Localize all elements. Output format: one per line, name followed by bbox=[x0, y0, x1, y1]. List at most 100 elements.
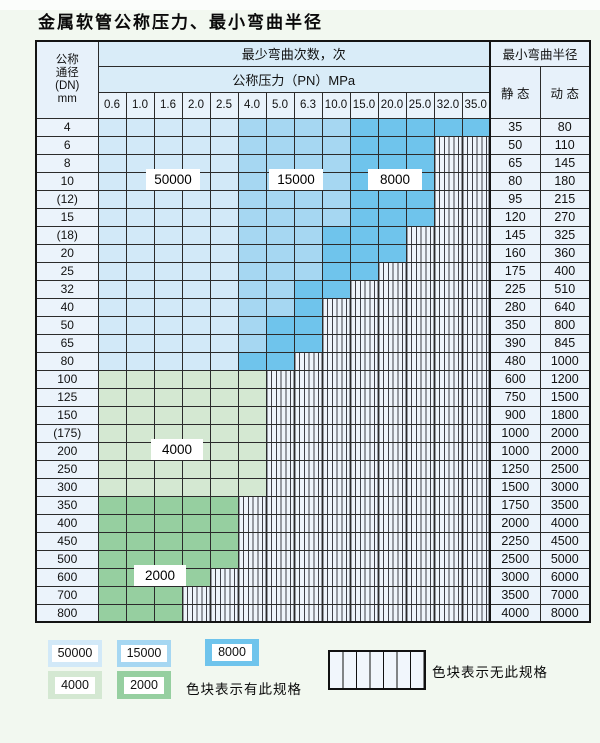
static-radius-cell: 390 bbox=[489, 333, 541, 353]
spec-cell bbox=[209, 441, 239, 461]
no-spec-cell bbox=[293, 441, 323, 461]
table-row: 200 1000 2000 bbox=[35, 441, 591, 461]
spec-cell bbox=[181, 297, 211, 317]
spec-cell bbox=[209, 279, 239, 299]
static-radius-cell: 1000 bbox=[489, 423, 541, 443]
no-spec-cell bbox=[377, 351, 407, 371]
pressure-column-header: 2.0 bbox=[181, 91, 211, 119]
no-spec-cell bbox=[349, 513, 379, 533]
spec-cell bbox=[237, 171, 267, 191]
spec-cell bbox=[209, 459, 239, 479]
spec-cell bbox=[97, 243, 127, 263]
table-row: 500 2500 5000 bbox=[35, 549, 591, 569]
table-row: 100 600 1200 bbox=[35, 369, 591, 389]
no-spec-cell bbox=[293, 405, 323, 425]
dn-cell: 150 bbox=[35, 405, 99, 425]
no-spec-cell bbox=[405, 333, 435, 353]
corner-line-4: mm bbox=[57, 92, 77, 105]
spec-cell bbox=[237, 153, 267, 173]
spec-cell bbox=[153, 513, 183, 533]
spec-cell bbox=[97, 297, 127, 317]
no-spec-cell bbox=[405, 531, 435, 551]
spec-cell bbox=[97, 153, 127, 173]
spec-cell bbox=[377, 135, 407, 155]
corner-line-2: 通径 bbox=[55, 66, 79, 79]
no-spec-cell bbox=[433, 333, 463, 353]
no-spec-cell bbox=[377, 549, 407, 569]
no-spec-cell bbox=[265, 567, 295, 587]
no-spec-cell bbox=[265, 513, 295, 533]
dynamic-radius-cell: 1000 bbox=[539, 351, 591, 371]
table-row: 125 750 1500 bbox=[35, 387, 591, 407]
no-spec-cell bbox=[405, 369, 435, 389]
no-spec-cell bbox=[321, 567, 351, 587]
no-spec-cell bbox=[293, 351, 323, 371]
spec-cell bbox=[321, 243, 351, 263]
no-spec-cell bbox=[405, 549, 435, 569]
no-spec-cell bbox=[405, 405, 435, 425]
no-spec-cell bbox=[461, 279, 491, 299]
legend-swatch-50000-label: 50000 bbox=[51, 645, 99, 662]
dn-cell: 500 bbox=[35, 549, 99, 569]
no-spec-cell bbox=[265, 549, 295, 569]
static-radius-cell: 1250 bbox=[489, 459, 541, 479]
dynamic-radius-cell: 800 bbox=[539, 315, 591, 335]
no-spec-cell bbox=[433, 423, 463, 443]
spec-cell bbox=[321, 117, 351, 137]
dynamic-radius-cell: 6000 bbox=[539, 567, 591, 587]
no-spec-cell bbox=[461, 459, 491, 479]
legend-note-no-spec: 色块表示无此规格 bbox=[432, 665, 548, 680]
no-spec-cell bbox=[293, 549, 323, 569]
dynamic-radius-cell: 400 bbox=[539, 261, 591, 281]
static-radius-cell: 3000 bbox=[489, 567, 541, 587]
spec-cell bbox=[97, 189, 127, 209]
no-spec-cell bbox=[293, 567, 323, 587]
no-spec-cell bbox=[293, 495, 323, 515]
spec-cell bbox=[321, 153, 351, 173]
spec-cell bbox=[209, 117, 239, 137]
pressure-column-header: 10.0 bbox=[321, 91, 351, 119]
no-spec-cell bbox=[321, 369, 351, 389]
no-spec-cell bbox=[405, 279, 435, 299]
no-spec-cell bbox=[433, 441, 463, 461]
dn-cell: 600 bbox=[35, 567, 99, 587]
spec-cell bbox=[265, 207, 295, 227]
no-spec-cell bbox=[461, 351, 491, 371]
spec-cell bbox=[209, 477, 239, 497]
dn-cell: 65 bbox=[35, 333, 99, 353]
spec-cell bbox=[97, 135, 127, 155]
no-spec-cell bbox=[349, 315, 379, 335]
spec-cell bbox=[237, 369, 267, 389]
spec-cell bbox=[97, 261, 127, 281]
bend-cycles-header: 最少弯曲次数，次 bbox=[97, 40, 491, 67]
no-spec-cell bbox=[349, 495, 379, 515]
static-radius-cell: 35 bbox=[489, 117, 541, 137]
dn-cell: 700 bbox=[35, 585, 99, 605]
no-spec-cell bbox=[377, 387, 407, 407]
dn-cell: 8 bbox=[35, 153, 99, 173]
no-spec-cell bbox=[405, 441, 435, 461]
spec-cell bbox=[97, 117, 127, 137]
spec-cell bbox=[153, 495, 183, 515]
static-radius-cell: 80 bbox=[489, 171, 541, 191]
dynamic-radius-cell: 2000 bbox=[539, 441, 591, 461]
spec-cell bbox=[433, 117, 463, 137]
static-radius-cell: 600 bbox=[489, 369, 541, 389]
no-spec-cell bbox=[433, 405, 463, 425]
spec-cell bbox=[209, 333, 239, 353]
table-row: 15 120 270 bbox=[35, 207, 591, 227]
no-spec-cell bbox=[265, 459, 295, 479]
spec-cell bbox=[237, 225, 267, 245]
no-spec-cell bbox=[433, 189, 463, 209]
spec-cell bbox=[237, 135, 267, 155]
no-spec-cell bbox=[377, 405, 407, 425]
page-title: 金属软管公称压力、最小弯曲半径 bbox=[38, 13, 323, 32]
spec-cell bbox=[97, 549, 127, 569]
table-row: 80 480 1000 bbox=[35, 351, 591, 371]
spec-cell bbox=[321, 261, 351, 281]
spec-cell bbox=[125, 513, 155, 533]
no-spec-cell bbox=[293, 603, 323, 623]
table-row: 300 1500 3000 bbox=[35, 477, 591, 497]
spec-cell bbox=[125, 207, 155, 227]
static-radius-cell: 160 bbox=[489, 243, 541, 263]
